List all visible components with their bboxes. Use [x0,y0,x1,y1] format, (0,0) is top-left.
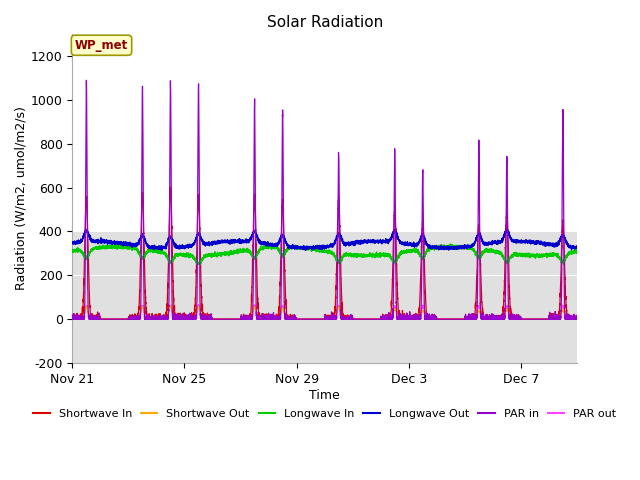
Legend: Shortwave In, Shortwave Out, Longwave In, Longwave Out, PAR in, PAR out: Shortwave In, Shortwave Out, Longwave In… [29,405,621,423]
Text: WP_met: WP_met [75,39,128,52]
X-axis label: Time: Time [309,388,340,402]
Bar [72,231,577,363]
Title: Solar Radiation: Solar Radiation [266,15,383,30]
Y-axis label: Radiation (W/m2, umol/m2/s): Radiation (W/m2, umol/m2/s) [15,107,28,290]
